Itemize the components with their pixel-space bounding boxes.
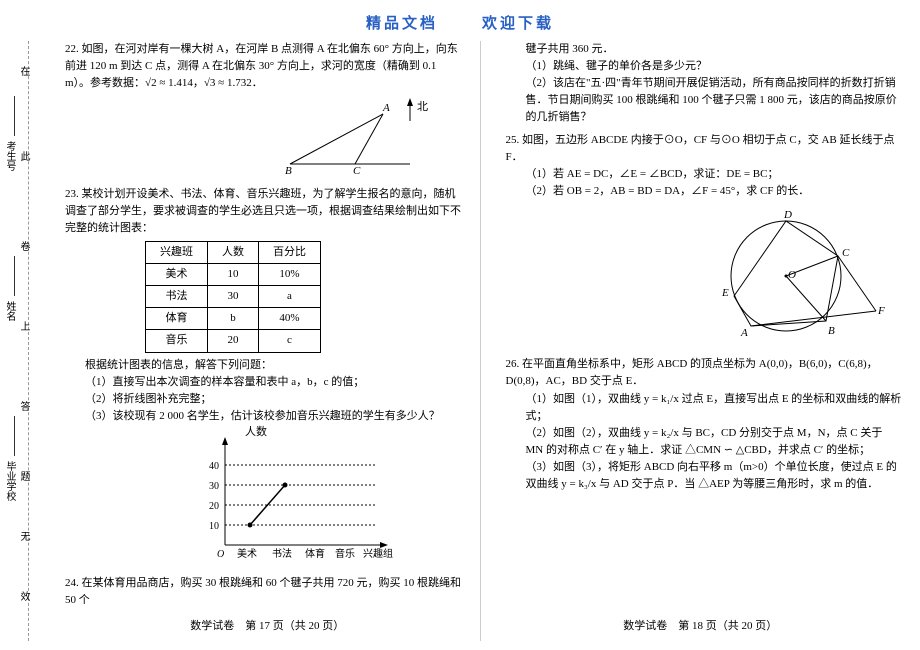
gut-tag: 卷 <box>16 241 31 257</box>
header-t2: 欢迎下载 <box>482 16 554 32</box>
svg-text:30: 30 <box>209 481 219 492</box>
q25-s2: （2）若 OB = 2，AB = BD = DA，∠F = 45°，求 CF 的… <box>506 183 903 200</box>
svg-text:F: F <box>877 305 885 317</box>
q24-l2: （1）跳绳、毽子的单价各是多少元？ <box>506 58 903 75</box>
gut-tag: 此 <box>16 151 31 167</box>
binding-gutter: 在 此 卷 上 答 题 无 效 毕业学校 姓名 考生号 <box>0 41 55 641</box>
q22: 22. 如图，在河对岸有一棵大树 A，在河岸 B 点测得 A 在北偏东 60° … <box>65 41 462 176</box>
q23-after: 根据统计图表的信息，解答下列问题： <box>65 357 462 374</box>
page-18: 毽子共用 360 元． （1）跳绳、毽子的单价各是多少元？ （2）该店在"五·四… <box>480 41 920 641</box>
q25: 25. 如图，五边形 ABCDE 内接于⊙O，CF 与⊙O 相切于点 C，交 A… <box>506 132 903 346</box>
q25-figure: O D C B A E F <box>706 206 886 346</box>
page17-footer: 数学试卷 第 17 页（共 20 页） <box>55 618 480 635</box>
field-id: 考生号 <box>2 141 17 171</box>
q23-chart: 人数 10 20 30 40 O 美术 <box>185 425 395 565</box>
q23: 23. 某校计划开设美术、书法、体育、音乐兴趣班，为了解学生报名的意向，随机调查… <box>65 186 462 565</box>
gut-tag: 效 <box>16 591 31 607</box>
q26-s2: （2）如图（2），双曲线 y = k₂/x 与 BC，CD 分别交于点 M，N，… <box>506 425 903 459</box>
svg-text:书法: 书法 <box>272 547 292 560</box>
svg-text:A: A <box>740 327 748 339</box>
q24-l1: 毽子共用 360 元． <box>506 41 903 58</box>
svg-text:B: B <box>828 325 835 337</box>
q22-text: 如图，在河对岸有一棵大树 A，在河岸 B 点测得 A 在北偏东 60° 方向上，… <box>65 43 458 89</box>
q24: 24. 在某体育用品商店，购买 30 根跳绳和 60 个毽子共用 720 元，购… <box>65 575 462 609</box>
svg-text:10: 10 <box>209 521 219 532</box>
svg-text:E: E <box>721 287 729 299</box>
q23-s1: （1）直接写出本次调查的样本容量和表中 a，b，c 的值； <box>65 374 462 391</box>
q26-s3: （3）如图（3），将矩形 ABCD 向右平移 m（m>0）个单位长度，使过点 E… <box>506 459 903 493</box>
q24-text: 在某体育用品商店，购买 30 根跳绳和 60 个毽子共用 720 元，购买 10… <box>65 577 461 606</box>
q25-s1: （1）若 AE = DC，∠E = ∠BCD，求证：DE = BC； <box>506 166 903 183</box>
svg-text:20: 20 <box>209 501 219 512</box>
gut-tag: 无 <box>16 531 31 547</box>
svg-text:兴趣组: 兴趣组 <box>363 547 393 560</box>
q26-text: 在平面直角坐标系中，矩形 ABCD 的顶点坐标为 A(0,0)，B(6,0)，C… <box>506 358 878 387</box>
q23-table: 兴趣班人数百分比 美术1010% 书法30a 体育b40% 音乐20c <box>145 241 321 352</box>
page18-footer: 数学试卷 第 18 页（共 20 页） <box>481 618 920 635</box>
q23-s3: （3）该校现有 2 000 名学生，估计该校参加音乐兴趣班的学生有多少人？ <box>65 408 462 425</box>
q22-figure: 北 A B C <box>265 96 435 176</box>
svg-text:音乐: 音乐 <box>335 547 355 560</box>
page-17: 22. 如图，在河对岸有一棵大树 A，在河岸 B 点测得 A 在北偏东 60° … <box>55 41 480 641</box>
svg-text:B: B <box>285 165 292 176</box>
header-t1: 精品文档 <box>366 16 438 32</box>
q23-s2: （2）将折线图补充完整； <box>65 391 462 408</box>
q26: 26. 在平面直角坐标系中，矩形 ABCD 的顶点坐标为 A(0,0)，B(6,… <box>506 356 903 492</box>
svg-text:人数: 人数 <box>245 425 267 438</box>
svg-text:体育: 体育 <box>305 547 325 560</box>
q26-s1: （1）如图（1），双曲线 y = k₁/x 过点 E，直接写出点 E 的坐标和双… <box>506 391 903 425</box>
gut-tag: 题 <box>16 471 31 487</box>
gut-tag: 上 <box>16 321 31 337</box>
north-label: 北 <box>417 100 428 113</box>
q25-text: 如图，五边形 ABCDE 内接于⊙O，CF 与⊙O 相切于点 C，交 AB 延长… <box>506 134 895 163</box>
svg-text:C: C <box>353 165 361 176</box>
q23-text: 某校计划开设美术、书法、体育、音乐兴趣班，为了解学生报名的意向，随机调查了部分学… <box>65 188 461 234</box>
svg-text:C: C <box>842 247 850 259</box>
svg-text:美术: 美术 <box>237 547 257 560</box>
svg-text:40: 40 <box>209 461 219 472</box>
svg-text:A: A <box>382 102 390 114</box>
svg-text:D: D <box>783 209 792 221</box>
svg-text:O: O <box>217 549 224 560</box>
gut-tag: 在 <box>16 66 31 82</box>
field-name: 姓名 <box>2 301 17 321</box>
field-school: 毕业学校 <box>2 461 17 501</box>
gut-tag: 答 <box>16 401 31 417</box>
q24-l3: （2）该店在"五·四"青年节期间开展促销活动，所有商品按同样的折数打折销售．节日… <box>506 75 903 126</box>
